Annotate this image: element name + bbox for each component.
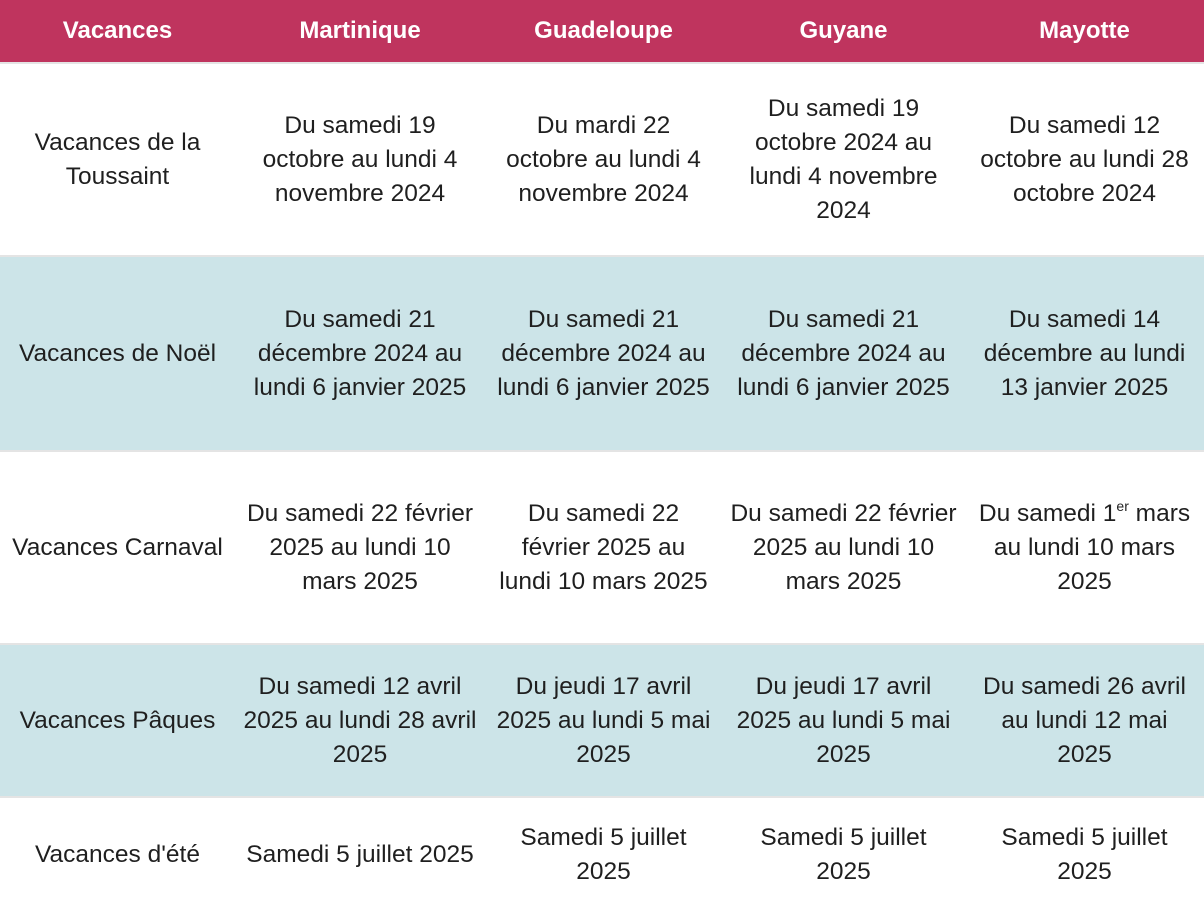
cell-mayotte: Du samedi 26 avril au lundi 12 mai 2025: [983, 672, 1186, 768]
row-label: Vacances Pâques: [19, 706, 216, 734]
table-row: Vacances de Noël Du samedi 21 décembre 2…: [0, 256, 1204, 451]
header-row: Vacances Martinique Guadeloupe Guyane Ma…: [0, 0, 1204, 63]
header-vacances: Vacances: [62, 17, 173, 44]
cell-mayotte: Du samedi 12 octobre au lundi 28 octobre…: [980, 111, 1189, 207]
row-label: Vacances de Noël: [18, 339, 217, 367]
table-row: Vacances de la Toussaint Du samedi 19 oc…: [0, 63, 1204, 256]
ordinal-superscript: er: [1116, 497, 1129, 514]
cell-martinique: Du samedi 19 octobre au lundi 4 novembre…: [262, 111, 458, 207]
cell-guyane: Du jeudi 17 avril 2025 au lundi 5 mai 20…: [736, 672, 951, 768]
cell-guyane: Du samedi 19 octobre 2024 au lundi 4 nov…: [749, 94, 938, 224]
cell-guyane: Du samedi 22 février 2025 au lundi 10 ma…: [730, 499, 957, 595]
cell-mayotte-prefix: Du samedi 1: [978, 499, 1117, 527]
cell-guadeloupe: Du samedi 21 décembre 2024 au lundi 6 ja…: [497, 305, 710, 401]
table-row: Vacances d'été Samedi 5 juillet 2025 Sam…: [0, 797, 1204, 911]
row-label: Vacances de la Toussaint: [34, 128, 201, 190]
row-label: Vacances Carnaval: [12, 533, 223, 561]
table-body: Vacances de la Toussaint Du samedi 19 oc…: [0, 63, 1204, 911]
cell-guadeloupe: Du samedi 22 février 2025 au lundi 10 ma…: [499, 499, 708, 595]
cell-martinique: Du samedi 12 avril 2025 au lundi 28 avri…: [243, 672, 477, 768]
cell-guadeloupe: Du mardi 22 octobre au lundi 4 novembre …: [506, 111, 701, 207]
table-row: Vacances Carnaval Du samedi 22 février 2…: [0, 451, 1204, 644]
header-guadeloupe: Guadeloupe: [534, 17, 673, 44]
cell-guadeloupe: Samedi 5 juillet 2025: [520, 823, 687, 885]
cell-martinique: Samedi 5 juillet 2025: [246, 840, 474, 868]
header-martinique: Martinique: [299, 17, 421, 44]
row-label: Vacances d'été: [35, 840, 200, 868]
cell-mayotte: Du samedi 1er mars au lundi 10 mars 2025: [965, 451, 1204, 644]
header-guyane: Guyane: [799, 17, 888, 44]
table-header: Vacances Martinique Guadeloupe Guyane Ma…: [0, 0, 1204, 63]
cell-mayotte: Samedi 5 juillet 2025: [1001, 823, 1168, 885]
cell-martinique: Du samedi 21 décembre 2024 au lundi 6 ja…: [253, 305, 467, 401]
header-mayotte: Mayotte: [1039, 17, 1130, 44]
cell-guadeloupe: Du jeudi 17 avril 2025 au lundi 5 mai 20…: [496, 672, 711, 768]
table-row: Vacances Pâques Du samedi 12 avril 2025 …: [0, 644, 1204, 797]
cell-guyane: Samedi 5 juillet 2025: [760, 823, 927, 885]
cell-guyane: Du samedi 21 décembre 2024 au lundi 6 ja…: [737, 305, 950, 401]
cell-mayotte: Du samedi 14 décembre au lundi 13 janvie…: [983, 305, 1186, 401]
cell-mayotte-suffix: mars au lundi 10 mars 2025: [993, 499, 1191, 595]
cell-martinique: Du samedi 22 février 2025 au lundi 10 ma…: [246, 499, 474, 595]
